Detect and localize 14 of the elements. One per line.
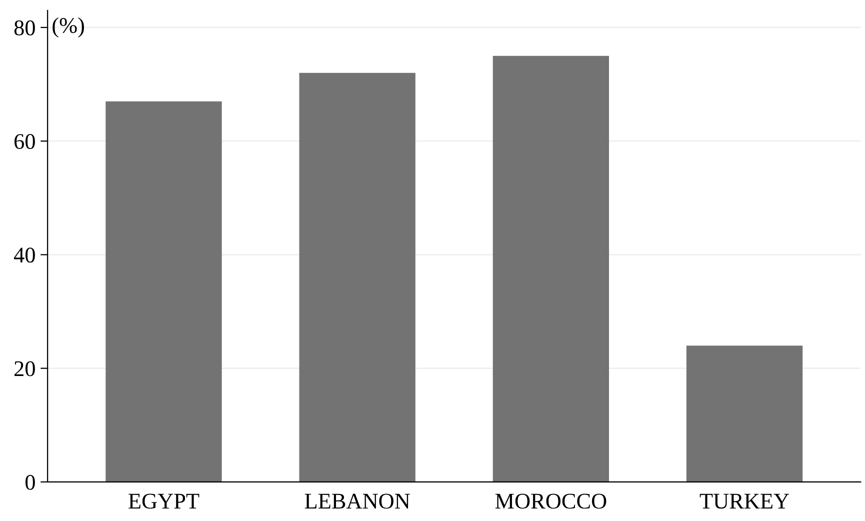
x-tick-label: MOROCCO — [495, 494, 606, 509]
x-tick-label: EGYPT — [128, 494, 200, 509]
x-tick-label: TURKEY — [700, 494, 790, 509]
y-axis-title: (%) — [52, 17, 84, 38]
y-tick-label: 40 — [14, 248, 35, 263]
bar — [686, 346, 803, 482]
y-tick-label: 20 — [14, 361, 35, 376]
bar — [106, 101, 222, 482]
y-tick-label: 0 — [26, 474, 35, 490]
bar — [492, 56, 609, 482]
y-tick-label: 60 — [14, 134, 35, 150]
y-tick-label: 80 — [14, 20, 35, 36]
x-tick-label: LEBANON — [304, 494, 410, 509]
bar — [299, 72, 416, 482]
